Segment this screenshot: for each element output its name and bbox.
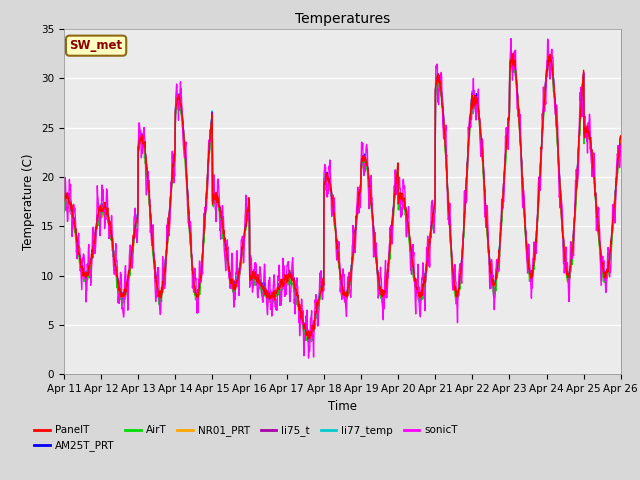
li77_temp (170, 155, 178, 160)
li77_temp (60, 199, 68, 204)
Legend: PanelT, AM25T_PRT, AirT, NR01_PRT, li75_t, li77_temp, sonicT: PanelT, AM25T_PRT, AirT, NR01_PRT, li75_… (30, 421, 462, 456)
AM25T_PRT (552, 105, 559, 110)
NR01_PRT (502, 149, 509, 155)
AirT (246, 283, 254, 288)
Line: PanelT: PanelT (64, 54, 621, 339)
PanelT (552, 100, 559, 106)
sonicT (502, 138, 509, 144)
NR01_PRT (617, 136, 625, 142)
PanelT (304, 336, 312, 342)
sonicT (552, 111, 559, 117)
AM25T_PRT (429, 212, 437, 217)
PanelT (617, 133, 625, 139)
AirT (617, 140, 625, 146)
PanelT (509, 51, 517, 57)
AM25T_PRT (246, 272, 254, 278)
li77_temp (429, 210, 437, 216)
li75_t (502, 148, 509, 154)
AM25T_PRT (302, 335, 310, 341)
li75_t (552, 106, 559, 111)
NR01_PRT (60, 202, 68, 208)
Text: SW_met: SW_met (70, 39, 123, 52)
PanelT (170, 158, 178, 164)
AirT (552, 108, 559, 114)
Y-axis label: Temperature (C): Temperature (C) (22, 153, 35, 250)
li75_t (617, 137, 625, 143)
PanelT (184, 195, 191, 201)
NR01_PRT (429, 215, 437, 221)
li77_temp (617, 136, 625, 142)
sonicT (60, 189, 68, 195)
AM25T_PRT (60, 198, 68, 204)
NR01_PRT (170, 157, 178, 163)
li77_temp (552, 103, 559, 109)
AirT (170, 163, 178, 168)
AirT (429, 219, 437, 225)
li75_t (304, 336, 312, 341)
li77_temp (184, 193, 191, 199)
AirT (305, 341, 313, 347)
NR01_PRT (184, 197, 191, 203)
AirT (60, 210, 68, 216)
Line: AirT: AirT (64, 61, 621, 344)
NR01_PRT (552, 107, 559, 113)
AirT (502, 158, 509, 164)
NR01_PRT (246, 277, 254, 283)
AM25T_PRT (617, 135, 625, 141)
sonicT (507, 36, 515, 41)
li75_t (508, 52, 516, 58)
sonicT (246, 271, 254, 277)
AM25T_PRT (546, 53, 554, 59)
Line: li77_temp: li77_temp (64, 57, 621, 337)
sonicT (170, 167, 178, 173)
li75_t (429, 216, 437, 221)
PanelT (246, 276, 254, 282)
AirT (545, 59, 553, 64)
li77_temp (502, 144, 509, 149)
AM25T_PRT (170, 151, 178, 157)
li75_t (170, 154, 178, 160)
Line: li75_t: li75_t (64, 55, 621, 338)
li77_temp (246, 276, 254, 281)
sonicT (429, 217, 437, 223)
Line: NR01_PRT: NR01_PRT (64, 58, 621, 340)
AM25T_PRT (184, 192, 191, 198)
sonicT (305, 355, 312, 361)
X-axis label: Time: Time (328, 400, 357, 413)
Line: sonicT: sonicT (64, 38, 621, 358)
Title: Temperatures: Temperatures (295, 12, 390, 26)
PanelT (429, 212, 437, 217)
li75_t (60, 199, 68, 205)
Line: AM25T_PRT: AM25T_PRT (64, 56, 621, 338)
li75_t (246, 276, 254, 281)
li75_t (184, 192, 191, 198)
NR01_PRT (306, 337, 314, 343)
PanelT (502, 149, 509, 155)
AM25T_PRT (502, 149, 509, 155)
li77_temp (546, 54, 554, 60)
sonicT (617, 141, 625, 147)
PanelT (60, 198, 68, 204)
sonicT (184, 209, 191, 215)
NR01_PRT (509, 55, 516, 60)
AirT (184, 200, 191, 205)
li77_temp (303, 334, 311, 340)
